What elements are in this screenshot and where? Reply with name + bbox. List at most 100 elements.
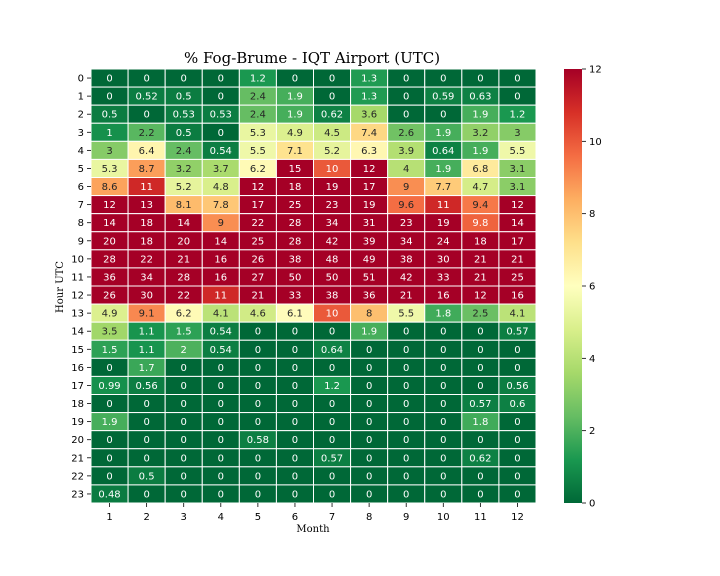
cell-value-label: 1.3 (361, 74, 377, 85)
cell-value-label: 11 (437, 200, 450, 211)
cell-value-label: 38 (289, 254, 302, 265)
cell-value-label: 7.4 (361, 128, 377, 139)
cell-value-label: 21 (252, 291, 265, 302)
cell-value-label: 0.63 (469, 92, 491, 103)
x-tick-label: 12 (511, 512, 524, 523)
cell-value-label: 0 (366, 453, 372, 464)
cell-value-label: 15 (289, 164, 302, 175)
cell-value-label: 0.54 (210, 327, 232, 338)
cell-value-label: 0 (292, 74, 298, 85)
cell-value-label: 6.2 (176, 309, 192, 320)
cell-value-label: 1.9 (361, 327, 377, 338)
cell-value-label: 0 (292, 399, 298, 410)
cell-value-label: 0 (440, 435, 446, 446)
cell-value-label: 0.64 (321, 345, 343, 356)
cell-value-label: 5.5 (398, 309, 414, 320)
cell-value-label: 0 (440, 453, 446, 464)
cell-value-label: 8.1 (176, 200, 192, 211)
cell-value-label: 3.9 (398, 146, 414, 157)
cell-value-label: 25 (289, 200, 302, 211)
cell-value-label: 23 (400, 218, 413, 229)
cell-value-label: 0 (218, 399, 224, 410)
cell-value-label: 0 (181, 381, 187, 392)
cell-value-label: 0 (440, 327, 446, 338)
cell-value-label: 17 (363, 182, 376, 193)
cell-value-label: 4.9 (102, 309, 118, 320)
cell-value-label: 36 (363, 291, 376, 302)
cell-value-label: 18 (474, 236, 487, 247)
cell-value-label: 0 (181, 363, 187, 374)
y-tick-label: 13 (71, 309, 84, 320)
cell-value-label: 0 (440, 471, 446, 482)
cell-value-label: 0.54 (210, 146, 232, 157)
cell-value-label: 0 (440, 110, 446, 121)
cell-value-label: 0 (366, 381, 372, 392)
cell-value-label: 36 (103, 272, 116, 283)
cell-value-label: 5.5 (510, 146, 526, 157)
cell-value-label: 0 (181, 74, 187, 85)
y-tick-label: 17 (71, 381, 84, 392)
cell-value-label: 2.6 (398, 128, 414, 139)
cell-value-label: 0 (514, 489, 520, 500)
x-tick-label: 6 (292, 512, 298, 523)
cell-value-label: 0 (181, 489, 187, 500)
x-tick-label: 11 (474, 512, 487, 523)
cell-value-label: 0 (292, 381, 298, 392)
cell-value-label: 18 (140, 236, 153, 247)
cell-value-label: 0 (181, 417, 187, 428)
cell-value-label: 20 (103, 236, 116, 247)
cell-value-label: 0 (218, 417, 224, 428)
y-tick-label: 7 (78, 200, 84, 211)
cell-value-label: 0 (106, 399, 112, 410)
cell-value-label: 0 (181, 471, 187, 482)
cell-value-label: 9 (403, 182, 409, 193)
cell-value-label: 0 (181, 435, 187, 446)
cell-value-label: 0.64 (432, 146, 454, 157)
cell-value-label: 0 (255, 489, 261, 500)
cell-value-label: 0.56 (135, 381, 157, 392)
cell-value-label: 1.5 (176, 327, 192, 338)
cell-value-label: 13 (140, 200, 153, 211)
cell-value-label: 0 (477, 327, 483, 338)
cell-value-label: 0 (143, 417, 149, 428)
y-tick-label: 8 (78, 218, 84, 229)
cell-value-label: 28 (103, 254, 116, 265)
cell-value-label: 38 (400, 254, 413, 265)
x-tick-label: 5 (255, 512, 261, 523)
y-tick-label: 5 (78, 164, 84, 175)
cell-value-label: 0 (477, 345, 483, 356)
cell-value-label: 0 (218, 489, 224, 500)
y-tick-label: 22 (71, 471, 84, 482)
cell-value-label: 0 (403, 327, 409, 338)
cell-value-label: 0 (106, 453, 112, 464)
cell-value-label: 4.6 (250, 309, 266, 320)
cell-value-label: 2.5 (472, 309, 488, 320)
cell-value-label: 0 (514, 471, 520, 482)
cell-value-label: 3.7 (213, 164, 229, 175)
cell-value-label: 0 (218, 92, 224, 103)
cell-value-label: 0 (477, 381, 483, 392)
cell-value-label: 9 (218, 218, 224, 229)
cell-value-label: 19 (326, 182, 339, 193)
cell-value-label: 1 (106, 128, 112, 139)
x-tick-label: 7 (329, 512, 335, 523)
y-tick-label: 19 (71, 417, 84, 428)
cell-value-label: 16 (511, 291, 524, 302)
x-axis-ticks: 1 2 3 4 5 6 7 8 9 10 11 12 (106, 503, 524, 523)
cell-value-label: 16 (214, 272, 227, 283)
cell-value-label: 25 (511, 272, 524, 283)
cell-value-label: 3.6 (361, 110, 377, 121)
cell-value-label: 4.9 (287, 128, 303, 139)
cell-value-label: 2.4 (250, 92, 266, 103)
cell-value-label: 3.1 (510, 164, 526, 175)
cell-value-label: 42 (400, 272, 413, 283)
cell-value-label: 1.8 (472, 417, 488, 428)
cell-value-label: 4.1 (213, 309, 229, 320)
cell-value-label: 12 (252, 182, 265, 193)
cell-value-label: 21 (177, 254, 190, 265)
cell-value-label: 1.3 (361, 92, 377, 103)
cell-value-label: 0.57 (321, 453, 343, 464)
cell-value-label: 0 (292, 417, 298, 428)
cell-value-label: 0.54 (210, 345, 232, 356)
